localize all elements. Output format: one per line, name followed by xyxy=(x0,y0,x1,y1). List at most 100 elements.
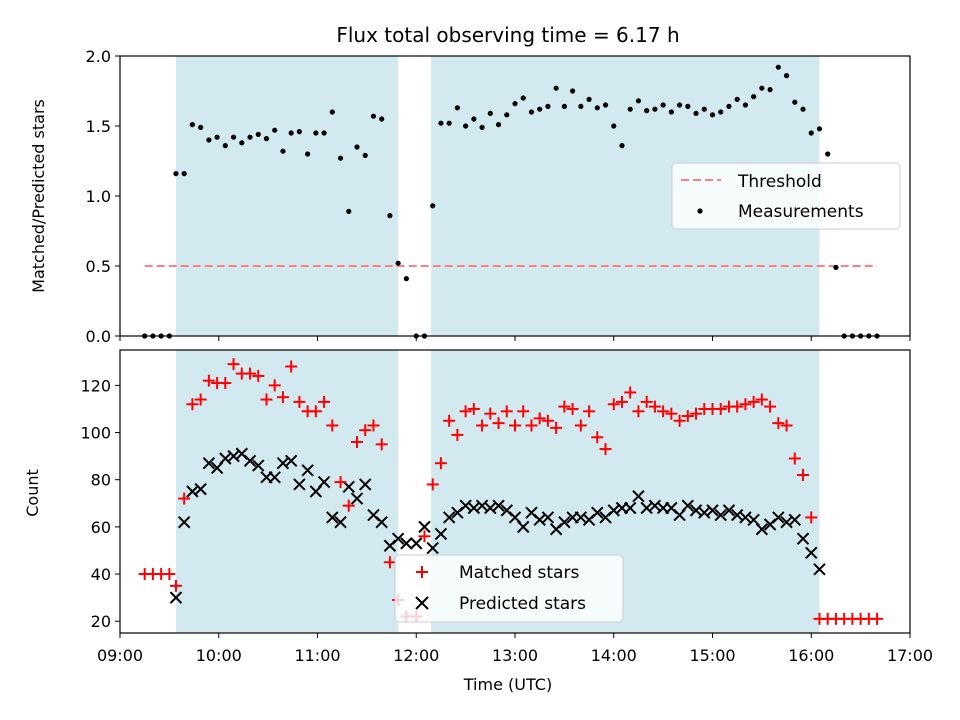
measurement-point xyxy=(206,137,212,143)
matched-star-point xyxy=(434,457,447,470)
matched-star-point xyxy=(194,393,207,406)
predicted-star-point xyxy=(442,511,456,524)
matched-star-point xyxy=(285,360,298,373)
matched-star-point xyxy=(219,377,232,390)
measurement-point xyxy=(430,203,436,209)
predicted-star-point xyxy=(813,563,826,576)
measurement-point xyxy=(313,130,319,136)
matched-star-point xyxy=(326,419,339,432)
measurement-point xyxy=(586,96,592,102)
predicted-legend-swatch xyxy=(415,596,429,610)
x-axis-label: Time (UTC) xyxy=(463,675,552,694)
matched-star-point xyxy=(525,419,538,432)
predicted-star-point xyxy=(484,501,497,515)
chart-title: Flux total observing time = 6.17 h xyxy=(336,23,679,47)
count-x-ticks: 09:00 10:00 11:00 12:00 13:00 14:00 15:00 16:00… xyxy=(97,633,933,665)
predicted-star-point xyxy=(780,515,793,529)
predicted-star-point xyxy=(805,546,818,560)
matched-star-point xyxy=(566,402,579,415)
matched-star-point xyxy=(276,391,289,404)
matched-star-point xyxy=(607,398,620,411)
matched-star-point xyxy=(574,419,587,432)
measurement-point xyxy=(602,102,609,108)
ratio-y-axis-label: Matched/Predicted stars xyxy=(29,99,48,293)
predicted-star-point xyxy=(475,499,489,512)
matched-star-point xyxy=(178,492,191,505)
predicted-star-point xyxy=(533,513,546,527)
predicted-star-point xyxy=(219,452,232,465)
measurement-point xyxy=(487,110,493,116)
measurement-point xyxy=(263,136,270,142)
matched-star-point xyxy=(500,405,513,418)
measurement-point xyxy=(454,105,460,111)
predicted-star-point xyxy=(467,501,481,515)
x-tick-label: 09:00 xyxy=(97,646,143,665)
matched-star-point xyxy=(268,379,281,392)
predicted-star-point xyxy=(739,511,752,524)
measurement-point xyxy=(767,87,773,93)
observing-window xyxy=(175,56,399,336)
measurements-legend-swatch xyxy=(697,208,703,214)
x-tick-label: 10:00 xyxy=(196,646,242,665)
observing-windows xyxy=(175,350,820,633)
ratio-legend: Threshold Measurements xyxy=(671,162,901,230)
matched-star-point xyxy=(509,419,521,432)
ratio-y-ticks: 0.0 0.5 1.0 1.5 2.0 xyxy=(86,47,120,346)
predicted-star-point xyxy=(350,492,364,505)
predicted-stars-points xyxy=(169,447,826,604)
matched-star-point xyxy=(467,402,480,415)
predicted-star-point xyxy=(788,513,801,527)
predicted-star-point xyxy=(722,504,736,517)
observing-window xyxy=(175,350,399,633)
measurement-point xyxy=(247,134,253,140)
matched-star-point xyxy=(334,476,347,489)
predicted-star-point xyxy=(301,464,314,477)
measurement-point xyxy=(346,208,352,214)
measurement-point xyxy=(709,112,716,118)
matched-legend-swatch xyxy=(416,566,428,578)
matched-star-point xyxy=(747,395,760,408)
measurement-point xyxy=(370,113,377,119)
matched-star-point xyxy=(648,400,661,413)
measurement-point xyxy=(438,120,444,126)
ratio-x-ticks xyxy=(119,336,911,341)
ratio-panel: 0.0 0.5 1.0 1.5 2.0 Flux total observing tim… xyxy=(29,23,911,346)
matched-star-point xyxy=(657,405,670,418)
matched-star-point xyxy=(163,568,176,581)
predicted-star-point xyxy=(391,532,405,545)
measurement-point xyxy=(239,140,245,146)
threshold-legend-label: Threshold xyxy=(737,172,822,192)
matched-star-point xyxy=(624,386,637,399)
measurement-point xyxy=(718,109,724,115)
predicted-star-point xyxy=(202,456,216,470)
predicted-star-point xyxy=(342,480,355,493)
predicted-star-point xyxy=(227,449,240,463)
matched-star-point xyxy=(260,393,273,406)
measurement-point xyxy=(520,95,526,101)
measurement-point xyxy=(321,130,327,136)
predicted-star-point xyxy=(607,504,620,517)
predicted-star-point xyxy=(252,459,265,472)
predicted-star-point xyxy=(698,506,711,519)
predicted-star-point xyxy=(326,511,339,524)
y-tick-label: 40 xyxy=(91,565,111,584)
y-tick-label: 0.0 xyxy=(86,327,111,346)
predicted-star-point xyxy=(772,511,785,524)
count-legend-box xyxy=(394,554,624,623)
predicted-star-point xyxy=(796,532,810,545)
measurement-point xyxy=(403,276,409,282)
measurement-point xyxy=(685,103,691,109)
predicted-star-point xyxy=(640,501,653,515)
measurement-point xyxy=(528,109,535,115)
measurement-point xyxy=(808,130,814,136)
measurement-point xyxy=(816,126,823,132)
predicted-star-point xyxy=(632,490,645,503)
matched-star-point xyxy=(318,395,331,408)
measurement-point xyxy=(627,106,633,112)
matched-star-point xyxy=(615,395,628,408)
measurement-point xyxy=(825,151,831,157)
count-legend: Matched stars Predicted stars xyxy=(394,554,624,623)
predicted-star-point xyxy=(293,478,306,491)
matched-star-point xyxy=(426,478,439,491)
x-tick-label: 17:00 xyxy=(887,646,933,665)
